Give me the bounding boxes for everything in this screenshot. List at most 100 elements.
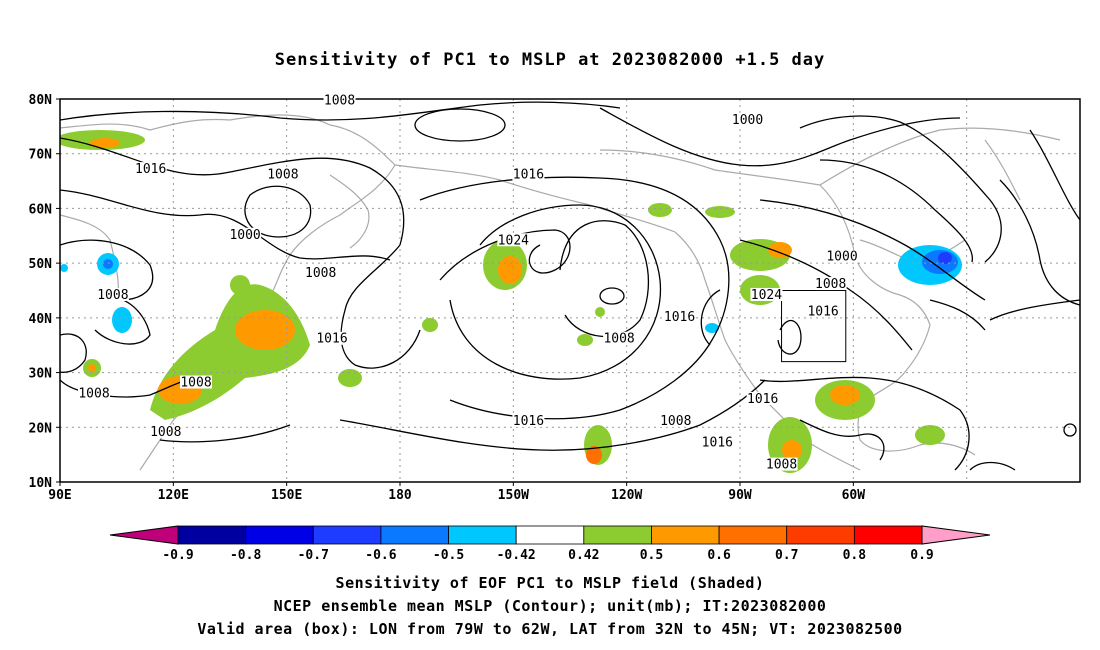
- contour-label: 1000: [732, 113, 763, 128]
- contour-label-bg: [603, 331, 636, 345]
- contour-label: 1008: [150, 425, 181, 440]
- contour-label-bg: [663, 309, 696, 323]
- contour-label-bg: [512, 413, 545, 427]
- latitude-labels: 80N 70N 60N 50N 40N 30N 20N 10N: [29, 93, 60, 491]
- colorbar-swatch: [515, 525, 585, 545]
- colorbar-swatch: [177, 525, 247, 545]
- contour-label-bg: [512, 167, 545, 181]
- caption-line-1: Sensitivity of EOF PC1 to MSLP field (Sh…: [335, 574, 765, 592]
- contour-label: 1024: [751, 288, 782, 303]
- contour-label-bg: [229, 227, 262, 241]
- coastlines: [60, 114, 1061, 471]
- contour-label-bg: [78, 386, 110, 400]
- contour-label-bg: [149, 424, 182, 438]
- contour-label-bg: [746, 391, 779, 405]
- contour-label: 1000: [229, 228, 260, 243]
- lat-tick-label: 70N: [29, 148, 53, 163]
- colorbar-swatch: [380, 525, 449, 545]
- lon-tick-label: 150W: [498, 488, 529, 503]
- colorbar-swatch: [853, 525, 923, 545]
- contour-label-bg: [659, 413, 692, 427]
- contour-label-bg: [750, 287, 783, 301]
- colorbar-swatch: [583, 525, 652, 545]
- contour-label: 1016: [747, 392, 778, 407]
- lon-tick-label: 180: [388, 488, 412, 503]
- colorbar-swatch: [245, 525, 314, 545]
- contour-label: 1016: [513, 168, 544, 183]
- contour-label: 1008: [660, 414, 691, 429]
- lat-tick-label: 60N: [29, 202, 53, 217]
- lat-tick-label: 20N: [29, 421, 53, 436]
- colorbar-swatch: [718, 525, 788, 545]
- contour-label-bg: [765, 457, 798, 471]
- colorbar-label: -0.6: [365, 548, 396, 563]
- contour-label: 1016: [513, 414, 544, 429]
- contour-label: 1008: [180, 376, 211, 391]
- map-frame: [59, 98, 1081, 483]
- lat-tick-label: 50N: [29, 257, 53, 272]
- contour-label: 1008: [97, 288, 128, 303]
- contour-label-bg: [807, 304, 840, 318]
- contour-label-bg: [96, 287, 129, 301]
- lon-tick-label: 60W: [842, 488, 866, 503]
- contour-label-bg: [304, 266, 337, 280]
- colorbar-label: -0.9: [162, 548, 193, 563]
- contour-label-bg: [814, 277, 847, 291]
- caption-line-3: Valid area (box): LON from 79W to 62W, L…: [197, 620, 903, 638]
- colorbar-swatch: [448, 525, 517, 545]
- lat-tick-label: 10N: [29, 476, 53, 491]
- contour-label: 1008: [78, 386, 109, 401]
- contour-labels: 1008 1000 1016 1008 1016 1000 1024 1008 1000 1008…: [78, 93, 858, 473]
- contour-label-bg: [701, 435, 734, 449]
- graticule: [60, 99, 1080, 482]
- lon-tick-label: 120E: [158, 488, 189, 503]
- colorbar-label: 0.5: [640, 548, 663, 563]
- contour-label: 1016: [135, 162, 166, 177]
- contour-label: 1024: [498, 233, 529, 248]
- contour-label: 1000: [826, 250, 857, 265]
- contour-label-bg: [316, 331, 348, 345]
- contour-label-bg: [323, 93, 356, 107]
- lat-tick-label: 40N: [29, 312, 53, 327]
- contour-label-bg: [497, 233, 530, 247]
- lat-tick-label: 30N: [29, 367, 53, 382]
- lat-tick-label: 80N: [29, 93, 53, 108]
- colorbar-label: -0.5: [433, 548, 464, 563]
- colorbar-low-arrow: [109, 525, 179, 545]
- colorbar-label: -0.42: [497, 548, 536, 563]
- colorbar-swatch: [651, 525, 720, 545]
- contour-label: 1008: [305, 266, 336, 281]
- contour-label: 1016: [807, 304, 838, 319]
- colorbar-swatch: [312, 525, 382, 545]
- contour-label-bg: [731, 112, 764, 126]
- lon-tick-label: 120W: [611, 488, 642, 503]
- colorbar-label: -0.7: [298, 548, 329, 563]
- contour-label: 1008: [267, 168, 298, 183]
- lon-tick-label: 150E: [271, 488, 302, 503]
- colorbar-label: 0.42: [568, 548, 599, 563]
- colorbar-label: 0.6: [707, 548, 731, 563]
- contour-label: 1008: [603, 332, 634, 347]
- contour-label-bg: [266, 167, 299, 181]
- contour-label: 1016: [702, 436, 733, 451]
- caption-line-2: NCEP ensemble mean MSLP (Contour); unit(…: [273, 597, 827, 615]
- valid-area-box: [781, 290, 847, 363]
- contour-label-bg: [180, 375, 212, 389]
- contour-label: 1008: [324, 94, 355, 109]
- lon-tick-label: 90E: [48, 488, 71, 503]
- contour-label: 1008: [766, 458, 797, 473]
- contour-label: 1016: [664, 310, 695, 325]
- mslp-contours: [60, 101, 1080, 471]
- colorbar: -0.9 -0.8 -0.7 -0.6 -0.5 -0.42 0.42 0.5 0.6 0.7 0.…: [109, 525, 991, 563]
- colorbar-label: 0.8: [843, 548, 867, 563]
- lon-tick-label: 90W: [728, 488, 752, 503]
- colorbar-high-arrow: [921, 525, 991, 545]
- colorbar-label: 0.7: [775, 548, 798, 563]
- contour-label-bg: [826, 249, 858, 263]
- colorbar-label: -0.8: [230, 548, 261, 563]
- longitude-labels: 90E 120E 150E 180 150W 120W 90W 60W: [48, 482, 865, 503]
- contour-label: 1008: [815, 277, 846, 292]
- contour-label: 1016: [316, 332, 347, 347]
- colorbar-label: 0.9: [910, 548, 933, 563]
